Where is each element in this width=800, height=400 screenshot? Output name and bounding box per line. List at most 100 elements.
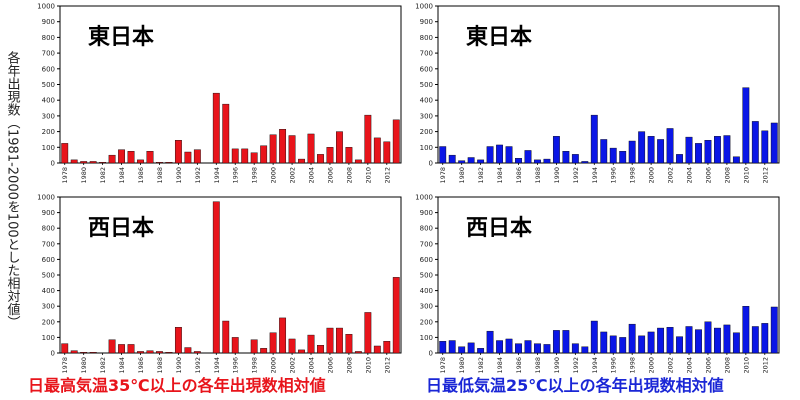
bar-2008 — [345, 334, 353, 354]
bar-2008 — [345, 147, 353, 164]
bar-1986 — [515, 158, 522, 164]
y-tick-label: 800 — [42, 34, 55, 42]
x-tick-label: 2008 — [345, 357, 353, 374]
bar-2012 — [761, 323, 769, 354]
y-tick-label: 900 — [420, 209, 433, 217]
x-tick-label: 1990 — [175, 167, 183, 184]
bar-2010 — [742, 87, 750, 164]
x-tick-label: 1980 — [458, 167, 466, 184]
x-tick-label: 2000 — [270, 357, 278, 374]
bar-2006 — [326, 327, 334, 354]
y-tick-label: 600 — [42, 256, 55, 264]
bar-1981 — [467, 157, 475, 164]
bar-2005 — [317, 154, 324, 164]
bar-1993 — [581, 346, 589, 354]
x-tick-label: 1980 — [80, 167, 88, 184]
x-tick-label: 1988 — [156, 357, 164, 374]
y-tick-label: 600 — [420, 65, 433, 73]
x-tick-label: 2000 — [648, 357, 656, 374]
chart-east-hot: 0 100 200 300 400 500 600 700 800 900 1000 1978 1980… — [37, 3, 402, 184]
bar-1988 — [156, 162, 163, 164]
bar-2013 — [392, 119, 400, 164]
x-tick-label: 1978 — [439, 357, 447, 374]
bar-1979 — [70, 350, 78, 354]
bar-2001 — [279, 129, 287, 164]
bar-1989 — [165, 352, 173, 354]
x-tick-label: 2002 — [289, 167, 297, 184]
bar-2012 — [383, 341, 391, 354]
bar-2003 — [676, 154, 683, 164]
y-tick-label: 300 — [42, 112, 55, 120]
bar-1984 — [496, 340, 503, 354]
x-tick-label: 2006 — [326, 167, 334, 184]
x-tick-label: 1984 — [118, 167, 126, 184]
bar-1989 — [543, 158, 551, 164]
bar-1984 — [118, 149, 125, 164]
x-tick-label: 1992 — [194, 167, 202, 184]
y-tick-label: 100 — [42, 334, 55, 342]
bar-2007 — [714, 136, 721, 164]
x-tick-label: 2004 — [686, 167, 694, 184]
bar-1995 — [600, 139, 608, 164]
bar-1996 — [609, 147, 617, 164]
y-tick-label: 1000 — [37, 3, 55, 11]
bar-1985 — [127, 151, 135, 164]
x-tick-label: 2000 — [270, 167, 278, 184]
x-tick-label: 1982 — [99, 357, 107, 374]
y-tick-label: 0 — [429, 160, 433, 168]
y-tick-label: 700 — [420, 50, 433, 58]
bar-1992 — [571, 343, 579, 354]
y-tick-label: 900 — [420, 18, 433, 26]
x-tick-label: 1990 — [175, 357, 183, 374]
bar-1999 — [638, 335, 646, 354]
chart-west-hot: 0 100 200 300 400 500 600 700 800 900 1000 1978 1980… — [37, 194, 402, 374]
y-tick-label: 0 — [429, 350, 433, 358]
bar-1979 — [70, 159, 78, 164]
x-tick-label: 1996 — [232, 357, 240, 374]
bar-1986 — [515, 343, 522, 354]
y-tick-label: 0 — [51, 160, 55, 168]
x-tick-label: 2010 — [742, 167, 750, 184]
y-tick-label: 0 — [51, 350, 55, 358]
x-tick-label: 1988 — [156, 167, 164, 184]
bar-1991 — [562, 330, 570, 354]
bar-2000 — [269, 332, 277, 354]
bar-1995 — [600, 331, 608, 354]
y-tick-label: 800 — [42, 225, 55, 233]
bar-2009 — [354, 351, 362, 354]
x-tick-label: 1992 — [572, 167, 580, 184]
bar-1981 — [89, 161, 97, 164]
bar-1994 — [212, 201, 220, 354]
bar-2004 — [307, 334, 315, 354]
y-tick-label: 1000 — [415, 3, 433, 11]
x-tick-label: 1986 — [515, 357, 523, 374]
bar-2001 — [657, 327, 665, 354]
bar-2006 — [704, 321, 712, 354]
bar-1985 — [505, 338, 513, 354]
x-tick-label: 1982 — [99, 167, 107, 184]
bar-1994 — [590, 320, 598, 354]
x-tick-label: 1992 — [194, 357, 202, 374]
x-tick-label: 1984 — [496, 357, 504, 374]
bar-1992 — [193, 149, 201, 164]
x-tick-label: 1984 — [118, 357, 126, 374]
y-tick-label: 200 — [420, 318, 433, 326]
x-tick-label: 1994 — [213, 357, 221, 374]
y-tick-label: 700 — [42, 240, 55, 248]
bar-1996 — [231, 148, 239, 164]
chart-east-warm: 0 100 200 300 400 500 600 700 800 900 1000 1978 1980… — [415, 3, 780, 184]
y-tick-label: 1000 — [415, 194, 433, 202]
y-tick-label: 700 — [420, 240, 433, 248]
bar-1991 — [184, 347, 192, 354]
bar-2002 — [288, 338, 296, 354]
bar-2012 — [383, 141, 391, 164]
bar-1982 — [477, 159, 485, 164]
x-tick-label: 2006 — [704, 357, 712, 374]
x-tick-label: 2004 — [686, 357, 694, 374]
bar-1987 — [146, 350, 154, 354]
chart-title: 東日本 — [88, 25, 154, 50]
x-tick-label: 1982 — [477, 167, 485, 184]
bar-1987 — [146, 151, 154, 164]
x-tick-label: 2010 — [364, 357, 372, 374]
